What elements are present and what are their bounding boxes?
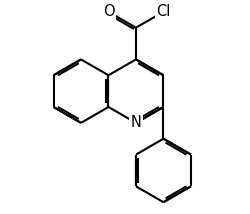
Text: Cl: Cl: [156, 4, 171, 19]
Text: N: N: [130, 115, 141, 130]
Text: O: O: [103, 4, 114, 19]
